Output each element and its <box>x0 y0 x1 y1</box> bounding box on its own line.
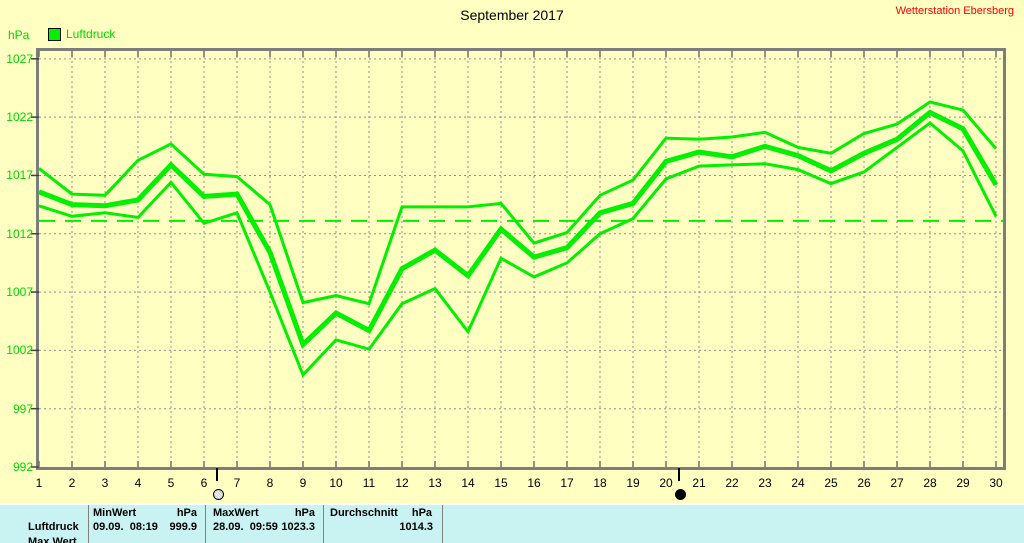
minwert-title: MinWert <box>93 507 137 519</box>
x-tick-label: 11 <box>362 476 376 490</box>
x-tick-label: 29 <box>956 476 970 490</box>
x-tick-label: 4 <box>134 476 142 490</box>
x-tick-label: 27 <box>890 476 904 490</box>
durchschnitt-value: 1014.3 <box>399 521 433 533</box>
durchschnitt-value-row: 1014.3 <box>330 521 433 533</box>
series-line-min <box>38 121 998 378</box>
legend-label: Luftdruck <box>66 27 116 41</box>
x-tick-label: 15 <box>494 476 508 490</box>
y-tick-label: 992 <box>12 460 33 474</box>
series-line-mittel <box>38 109 999 349</box>
y-tick-label: 1012 <box>6 227 33 241</box>
x-tick-label: 26 <box>857 476 871 490</box>
durchschnitt-header: Durchschnitt hPa <box>330 507 433 519</box>
x-tick-label: 24 <box>791 476 805 490</box>
x-tick-label: 13 <box>428 476 442 490</box>
x-tick-label: 28 <box>923 476 937 490</box>
page-title: September 2017 <box>460 7 564 23</box>
x-tick-label: 16 <box>527 476 541 490</box>
maxwert-value-row: 28.09. 09:59 1023.3 <box>213 521 315 533</box>
x-tick-label: 17 <box>560 476 574 490</box>
maxwert-value: 1023.3 <box>281 521 315 533</box>
x-tick-label: 30 <box>989 476 1003 490</box>
maxwert-header: MaxWert hPa <box>213 507 315 519</box>
y-tick-label: 1027 <box>6 52 33 66</box>
y-tick-label: 1022 <box>6 110 33 124</box>
legend-swatch-icon <box>48 27 61 41</box>
maxwert-title: MaxWert <box>213 507 259 519</box>
column-separator <box>205 505 206 543</box>
maxwert-datetime: 28.09. 09:59 <box>213 521 278 533</box>
x-tick-label: 19 <box>626 476 640 490</box>
station-name: Wetterstation Ebersberg <box>895 5 1014 17</box>
y-tick-label: 1002 <box>6 343 33 357</box>
durchschnitt-unit: hPa <box>411 507 433 519</box>
minwert-unit: hPa <box>176 507 197 519</box>
moon-marker-tick <box>216 468 218 481</box>
chart-plot-area <box>31 48 1006 470</box>
full-moon-icon <box>213 489 224 500</box>
x-tick-label: 1 <box>35 476 43 490</box>
x-tick-label: 6 <box>200 476 208 490</box>
minwert-datetime: 09.09. 08:19 <box>93 521 158 533</box>
stats-panel: Luftdruck Max.Wert MinWert hPa 09.09. 08… <box>0 505 1024 543</box>
minwert-header: MinWert hPa <box>93 507 197 519</box>
y-tick-label: 997 <box>12 402 33 416</box>
x-tick-label: 7 <box>233 476 241 490</box>
minwert-value: 999.9 <box>169 521 197 533</box>
legend: Luftdruck <box>48 27 115 41</box>
pressure-chart <box>31 51 1003 468</box>
stats-row-label: Luftdruck <box>28 521 79 533</box>
y-tick-label: 1007 <box>6 285 33 299</box>
minwert-value-row: 09.09. 08:19 999.9 <box>93 521 197 533</box>
maxwert-unit: hPa <box>294 507 315 519</box>
x-tick-label: 20 <box>659 476 673 490</box>
x-tick-label: 14 <box>461 476 475 490</box>
column-separator <box>323 505 324 543</box>
x-tick-label: 8 <box>266 476 274 490</box>
moon-marker-tick <box>678 468 680 481</box>
x-tick-label: 18 <box>593 476 607 490</box>
x-tick-label: 22 <box>725 476 739 490</box>
durchschnitt-title: Durchschnitt <box>330 507 398 519</box>
x-tick-label: 25 <box>824 476 838 490</box>
x-tick-label: 2 <box>68 476 76 490</box>
y-axis-unit-label: hPa <box>8 28 30 42</box>
x-tick-label: 9 <box>299 476 307 490</box>
x-tick-label: 12 <box>395 476 409 490</box>
x-tick-label: 10 <box>329 476 343 490</box>
column-separator <box>442 505 443 543</box>
x-tick-label: 3 <box>101 476 109 490</box>
stats-clipped-row-label: Max.Wert <box>28 536 77 543</box>
y-tick-label: 1017 <box>6 168 33 182</box>
series-line-max <box>38 100 998 306</box>
new-moon-icon <box>675 489 686 500</box>
x-tick-label: 5 <box>167 476 175 490</box>
column-separator <box>88 505 89 543</box>
divider <box>0 503 1024 505</box>
x-tick-label: 21 <box>692 476 706 490</box>
x-tick-label: 23 <box>758 476 772 490</box>
